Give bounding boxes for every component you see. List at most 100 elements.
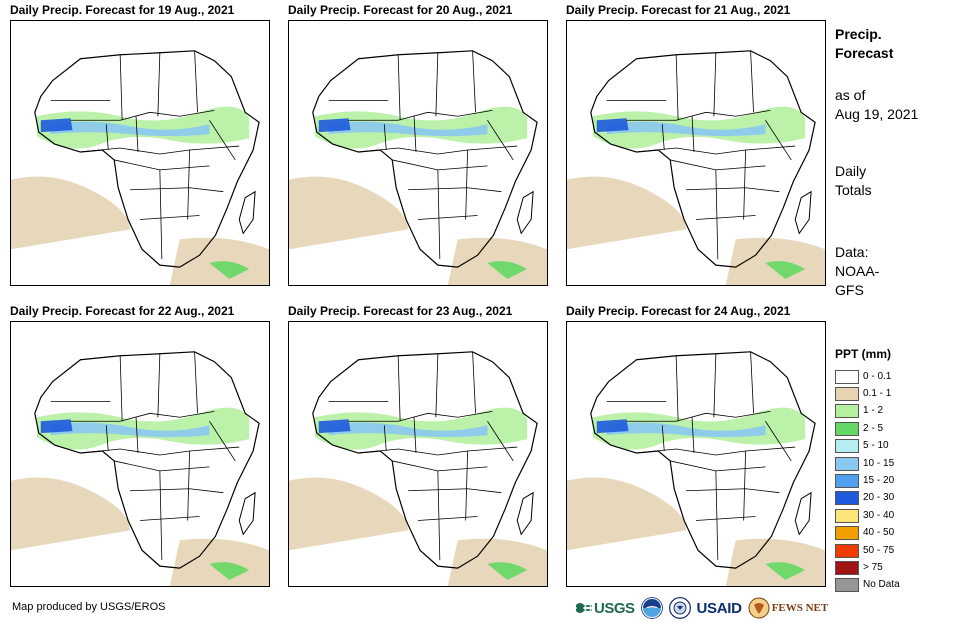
legend-swatch	[835, 404, 859, 419]
precip-map-aug-23	[288, 321, 548, 587]
precip-area	[11, 477, 131, 551]
country-border	[397, 355, 401, 422]
country-border	[348, 109, 493, 121]
country-border	[715, 470, 719, 561]
country-border	[675, 54, 679, 121]
africa-coastline	[590, 50, 816, 268]
map-credit: Map produced by USGS/EROS	[12, 601, 166, 613]
country-border	[670, 159, 766, 171]
legend: PPT (mm) 0 - 0.1 0.1 - 1 1 - 2 2 - 5 5 - 10 1…	[835, 346, 960, 594]
precip-map-aug-24	[566, 321, 826, 587]
country-border	[713, 52, 717, 117]
country-border	[135, 417, 139, 454]
map-canvas	[567, 351, 825, 586]
usgs-logo-text: USGS	[594, 599, 635, 617]
country-border	[626, 109, 771, 121]
legend-rows: 0 - 0.1 0.1 - 1 1 - 2 2 - 5 5 - 10 10 - 15 15 …	[835, 368, 960, 594]
forecast-panel-aug-22: Daily Precip. Forecast for 22 Aug., 2021	[10, 303, 270, 587]
forecast-panel-aug-23: Daily Precip. Forecast for 23 Aug., 2021	[288, 303, 548, 587]
panel-title: Daily Precip. Forecast for 20 Aug., 2021	[288, 3, 513, 17]
sidebar-data-line: GFS	[835, 282, 864, 298]
legend-item: > 75	[835, 559, 960, 576]
country-border	[157, 52, 161, 117]
precip-area	[592, 407, 806, 450]
country-border	[157, 353, 161, 418]
legend-label: 2 - 5	[863, 422, 884, 434]
legend-label: 1 - 2	[863, 405, 884, 417]
country-border	[765, 421, 792, 462]
state-dept-logo	[668, 597, 691, 619]
africa-coastline	[312, 50, 538, 268]
noaa-emblem-icon	[640, 597, 663, 619]
panel-title: Daily Precip. Forecast for 21 Aug., 2021	[566, 3, 791, 17]
partner-logos: USGS USAID FEWS NET	[576, 596, 834, 620]
precip-map-aug-20	[288, 20, 548, 286]
map-canvas	[289, 50, 547, 285]
usaid-logo: USAID	[697, 597, 742, 619]
precip-area	[318, 419, 351, 434]
legend-item: 0 - 0.1	[835, 368, 960, 385]
legend-label: 0 - 0.1	[863, 370, 892, 382]
legend-label: 40 - 50	[863, 527, 895, 539]
sidebar-daily-line: Daily	[835, 163, 867, 179]
country-border	[70, 410, 215, 422]
noaa-logo	[640, 597, 663, 619]
precip-map-aug-19	[10, 20, 270, 286]
country-border	[626, 410, 771, 422]
country-border	[209, 120, 236, 161]
legend-swatch	[835, 387, 859, 402]
fews-net-logo: FEWS NET	[748, 597, 828, 619]
country-border	[187, 451, 191, 521]
country-border	[695, 215, 756, 220]
country-border	[686, 488, 780, 494]
country-border	[70, 109, 215, 121]
madagascar-outline	[516, 190, 534, 235]
legend-swatch	[835, 439, 859, 454]
country-border	[105, 425, 109, 452]
legend-item: 0.1 - 1	[835, 385, 960, 402]
legend-swatch	[835, 543, 859, 558]
legend-swatch	[835, 508, 859, 523]
country-border	[130, 488, 224, 494]
country-border	[105, 124, 109, 151]
madagascar-outline	[516, 491, 534, 536]
africa-coastline	[34, 351, 260, 569]
state-department-seal-icon	[668, 597, 691, 619]
precip-area	[328, 422, 488, 438]
legend-label: 5 - 10	[863, 440, 889, 452]
legend-label: 20 - 30	[863, 492, 895, 504]
country-border	[358, 145, 518, 155]
country-border	[348, 410, 493, 422]
precip-area	[209, 562, 250, 581]
precip-area	[289, 176, 409, 250]
country-border	[194, 351, 198, 414]
sidebar-data-line: Data:	[835, 244, 869, 260]
country-border	[691, 417, 695, 454]
panel-title: Daily Precip. Forecast for 23 Aug., 2021	[288, 304, 513, 318]
forecast-panel-aug-21: Daily Precip. Forecast for 21 Aug., 2021	[566, 2, 826, 286]
country-border	[408, 187, 502, 193]
country-border	[686, 187, 780, 193]
sidebar-title: Precip. Forecast	[835, 25, 955, 63]
country-border	[413, 417, 417, 454]
madagascar-outline	[238, 491, 256, 536]
legend-label: 30 - 40	[863, 509, 895, 521]
country-border	[417, 516, 478, 521]
country-border	[194, 50, 198, 113]
country-border	[187, 150, 191, 220]
country-border	[695, 516, 756, 521]
precip-area	[36, 407, 250, 450]
legend-label: 50 - 75	[863, 544, 895, 556]
sidebar-title-line: Precip.	[835, 26, 882, 42]
legend-item: 30 - 40	[835, 507, 960, 524]
country-border	[437, 169, 441, 260]
usaid-logo-text: USAID	[696, 599, 742, 617]
legend-swatch	[835, 421, 859, 436]
country-border	[383, 124, 387, 151]
usgs-wave-icon	[576, 603, 592, 613]
country-border	[670, 460, 766, 472]
country-border	[472, 351, 476, 414]
country-border	[743, 451, 747, 521]
legend-item: 1 - 2	[835, 403, 960, 420]
legend-item: 15 - 20	[835, 472, 960, 489]
